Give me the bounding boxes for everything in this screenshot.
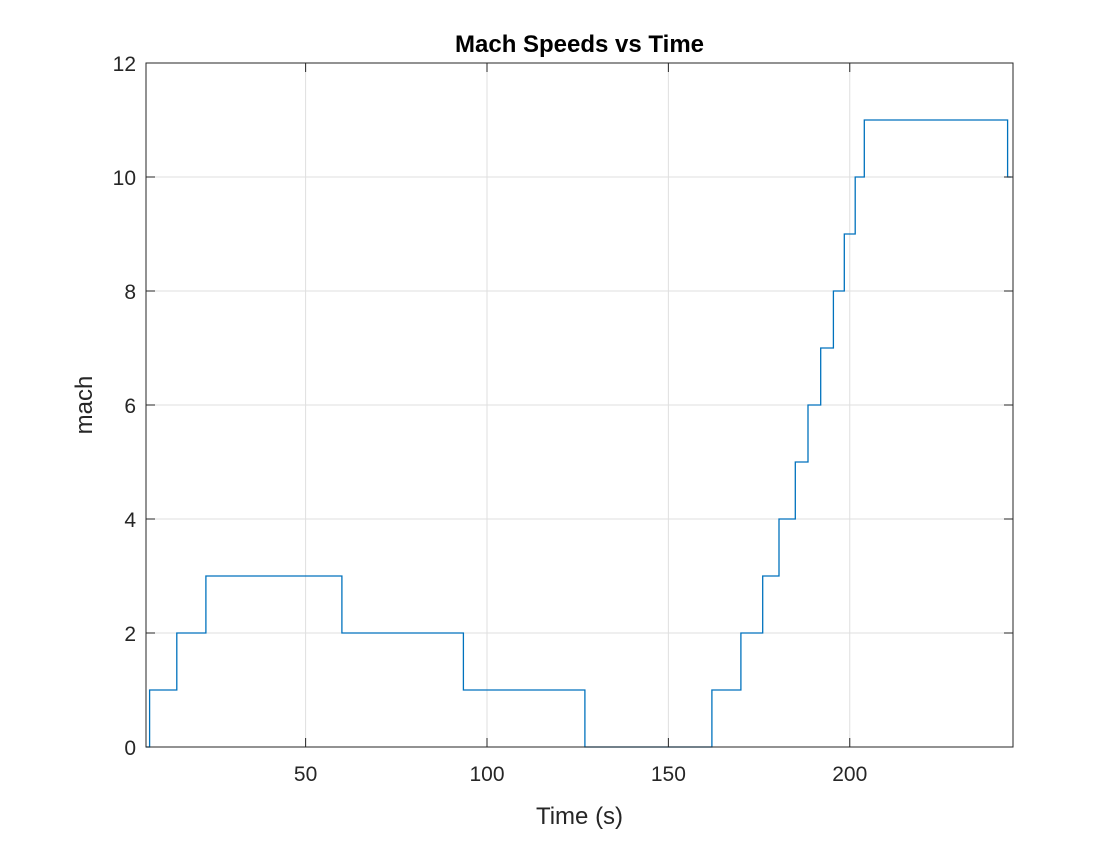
x-tick-label: 200 <box>832 763 867 786</box>
y-tick-label: 6 <box>124 395 136 418</box>
chart-title: Mach Speeds vs Time <box>455 31 704 58</box>
x-tick-label: 150 <box>651 763 686 786</box>
y-tick-label: 8 <box>124 281 136 304</box>
ticks: 50 100 150 200 0 2 4 6 8 10 12 <box>113 53 1013 786</box>
y-tick-label: 4 <box>124 509 136 532</box>
x-tick-label: 100 <box>469 763 504 786</box>
y-tick-label: 12 <box>113 53 136 76</box>
x-tick-label: 50 <box>294 763 317 786</box>
x-axis-label: Time (s) <box>536 803 623 830</box>
y-tick-label: 0 <box>124 737 136 760</box>
y-tick-label: 2 <box>124 623 136 646</box>
y-axis-label: mach <box>71 376 98 435</box>
series-line <box>146 119 1012 748</box>
y-tick-label: 10 <box>113 167 136 190</box>
data-layer <box>146 119 1012 748</box>
